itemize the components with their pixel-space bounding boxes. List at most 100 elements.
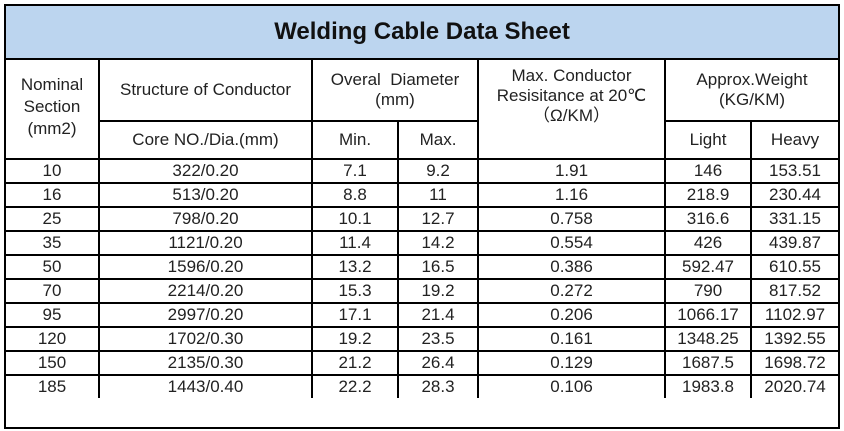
- cell-resistance: 0.106: [477, 374, 667, 398]
- cell-resistance: 0.206: [477, 302, 667, 328]
- table-row: 10 322/0.20 7.1 9.2 1.91 146 153.51: [6, 158, 839, 184]
- header-resistance-line3: （Ω/KM）: [533, 106, 610, 125]
- cell-resistance: 1.91: [477, 158, 667, 184]
- table-row: 35 1121/0.20 11.4 14.2 0.554 426 439.87: [6, 230, 839, 256]
- cell-section: 150: [6, 350, 100, 376]
- cell-light: 1983.8: [664, 374, 753, 398]
- sheet-title: Welding Cable Data Sheet: [6, 6, 838, 60]
- cell-core: 2135/0.30: [98, 350, 313, 376]
- cell-max: 14.2: [396, 230, 480, 256]
- header-structure: Structure of Conductor: [98, 60, 313, 122]
- cell-core: 1443/0.40: [98, 374, 313, 398]
- cell-heavy: 817.52: [750, 278, 839, 304]
- cell-min: 17.1: [311, 302, 399, 328]
- cell-max: 11: [396, 182, 480, 208]
- header-diameter: Overal Diameter (mm): [310, 60, 480, 122]
- cell-core: 2214/0.20: [98, 278, 313, 304]
- header-weight-line1: Approx.Weight: [696, 70, 808, 89]
- cell-heavy: 2020.74: [750, 374, 839, 398]
- cell-max: 21.4: [396, 302, 480, 328]
- cell-resistance: 1.16: [477, 182, 667, 208]
- cell-core: 798/0.20: [98, 206, 313, 232]
- cell-heavy: 1698.72: [750, 350, 839, 376]
- header-light: Light: [664, 120, 753, 160]
- cell-core: 322/0.20: [98, 158, 313, 184]
- cell-heavy: 230.44: [750, 182, 839, 208]
- cell-section: 95: [6, 302, 100, 328]
- table-row: 70 2214/0.20 15.3 19.2 0.272 790 817.52: [6, 278, 839, 304]
- table-body: Nominal Section (mm2) Structure of Condu…: [6, 60, 839, 398]
- table-row: 16 513/0.20 8.8 11 1.16 218.9 230.44: [6, 182, 839, 208]
- table-row: 95 2997/0.20 17.1 21.4 0.206 1066.17 1102.97: [6, 302, 839, 328]
- cell-light: 1348.25: [664, 326, 753, 352]
- cell-section: 50: [6, 254, 100, 280]
- cell-light: 592.47: [664, 254, 753, 280]
- cell-heavy: 610.55: [750, 254, 839, 280]
- cell-min: 10.1: [311, 206, 399, 232]
- cell-heavy: 1392.55: [750, 326, 839, 352]
- header-row-2: Core NO./Dia.(mm) Min. Max. Light Heavy: [6, 120, 839, 160]
- header-nominal-line2: Section: [23, 97, 81, 116]
- header-resistance: Max. Conductor Resisitance at 20℃ （Ω/KM）: [477, 60, 667, 160]
- cell-resistance: 0.758: [477, 206, 667, 232]
- cell-section: 16: [6, 182, 100, 208]
- cell-heavy: 331.15: [750, 206, 839, 232]
- cell-core: 1121/0.20: [98, 230, 313, 256]
- header-resistance-line2: Resisitance at 20℃: [496, 86, 647, 105]
- table-row: 50 1596/0.20 13.2 16.5 0.386 592.47 610.55: [6, 254, 839, 280]
- header-nominal-line1: Nominal: [20, 75, 84, 94]
- header-resistance-line1: Max. Conductor: [511, 66, 632, 85]
- cell-resistance: 0.272: [477, 278, 667, 304]
- cell-min: 7.1: [311, 158, 399, 184]
- header-heavy: Heavy: [750, 120, 839, 160]
- cell-max: 28.3: [396, 374, 480, 398]
- cell-light: 790: [664, 278, 753, 304]
- cell-section: 120: [6, 326, 100, 352]
- cell-resistance: 0.161: [477, 326, 667, 352]
- cell-max: 23.5: [396, 326, 480, 352]
- cell-resistance: 0.129: [477, 350, 667, 376]
- cell-light: 316.6: [664, 206, 753, 232]
- cell-min: 22.2: [311, 374, 399, 398]
- table-row: 25 798/0.20 10.1 12.7 0.758 316.6 331.15: [6, 206, 839, 232]
- table-row: 185 1443/0.40 22.2 28.3 0.106 1983.8 2020.74: [6, 374, 839, 398]
- cell-section: 185: [6, 374, 100, 398]
- cell-core: 1702/0.30: [98, 326, 313, 352]
- table-row: 120 1702/0.30 19.2 23.5 0.161 1348.25 1392.55: [6, 326, 839, 352]
- cell-section: 10: [6, 158, 100, 184]
- cell-max: 12.7: [396, 206, 480, 232]
- cell-section: 25: [6, 206, 100, 232]
- cell-light: 1066.17: [664, 302, 753, 328]
- cell-resistance: 0.554: [477, 230, 667, 256]
- header-diameter-line1: Overal Diameter: [330, 70, 460, 89]
- cell-section: 35: [6, 230, 100, 256]
- cell-section: 70: [6, 278, 100, 304]
- header-weight: Approx.Weight (KG/KM): [664, 60, 839, 122]
- data-sheet: Welding Cable Data Sheet Nominal Section…: [4, 4, 840, 429]
- header-max: Max.: [396, 120, 480, 160]
- cell-light: 426: [664, 230, 753, 256]
- cell-max: 19.2: [396, 278, 480, 304]
- cell-heavy: 439.87: [750, 230, 839, 256]
- table-row: 150 2135/0.30 21.2 26.4 0.129 1687.5 1698.72: [6, 350, 839, 376]
- cell-heavy: 1102.97: [750, 302, 839, 328]
- cell-light: 146: [664, 158, 753, 184]
- cell-min: 15.3: [311, 278, 399, 304]
- header-nominal-section: Nominal Section (mm2): [6, 60, 100, 160]
- cell-core: 2997/0.20: [98, 302, 313, 328]
- cell-min: 11.4: [311, 230, 399, 256]
- cell-min: 8.8: [311, 182, 399, 208]
- header-nominal-line3: (mm2): [27, 119, 77, 138]
- header-core: Core NO./Dia.(mm): [99, 120, 313, 160]
- cable-data-table: Nominal Section (mm2) Structure of Condu…: [6, 60, 839, 398]
- cell-max: 16.5: [396, 254, 480, 280]
- cell-min: 13.2: [311, 254, 399, 280]
- cell-core: 1596/0.20: [98, 254, 313, 280]
- header-weight-line2: (KG/KM): [718, 90, 786, 109]
- cell-max: 9.2: [396, 158, 480, 184]
- header-diameter-line2: (mm): [375, 90, 415, 109]
- cell-resistance: 0.386: [477, 254, 667, 280]
- cell-min: 21.2: [311, 350, 399, 376]
- cell-light: 218.9: [664, 182, 753, 208]
- cell-light: 1687.5: [664, 350, 753, 376]
